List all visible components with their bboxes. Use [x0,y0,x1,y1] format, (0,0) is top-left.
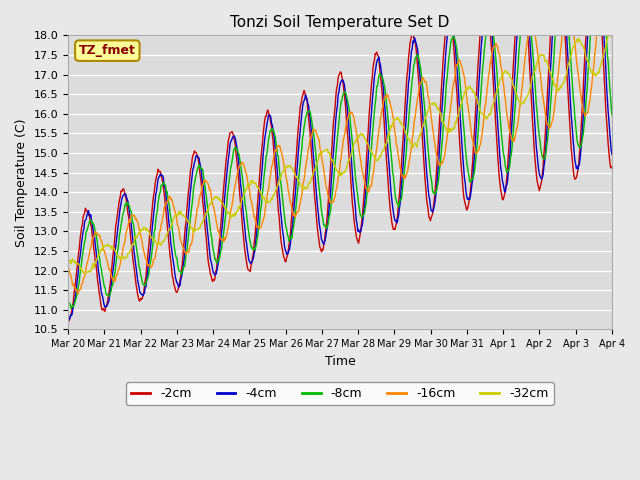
Y-axis label: Soil Temperature (C): Soil Temperature (C) [15,118,28,247]
X-axis label: Time: Time [324,355,355,368]
Legend: -2cm, -4cm, -8cm, -16cm, -32cm: -2cm, -4cm, -8cm, -16cm, -32cm [127,383,554,406]
Text: TZ_fmet: TZ_fmet [79,44,136,57]
Title: Tonzi Soil Temperature Set D: Tonzi Soil Temperature Set D [230,15,450,30]
